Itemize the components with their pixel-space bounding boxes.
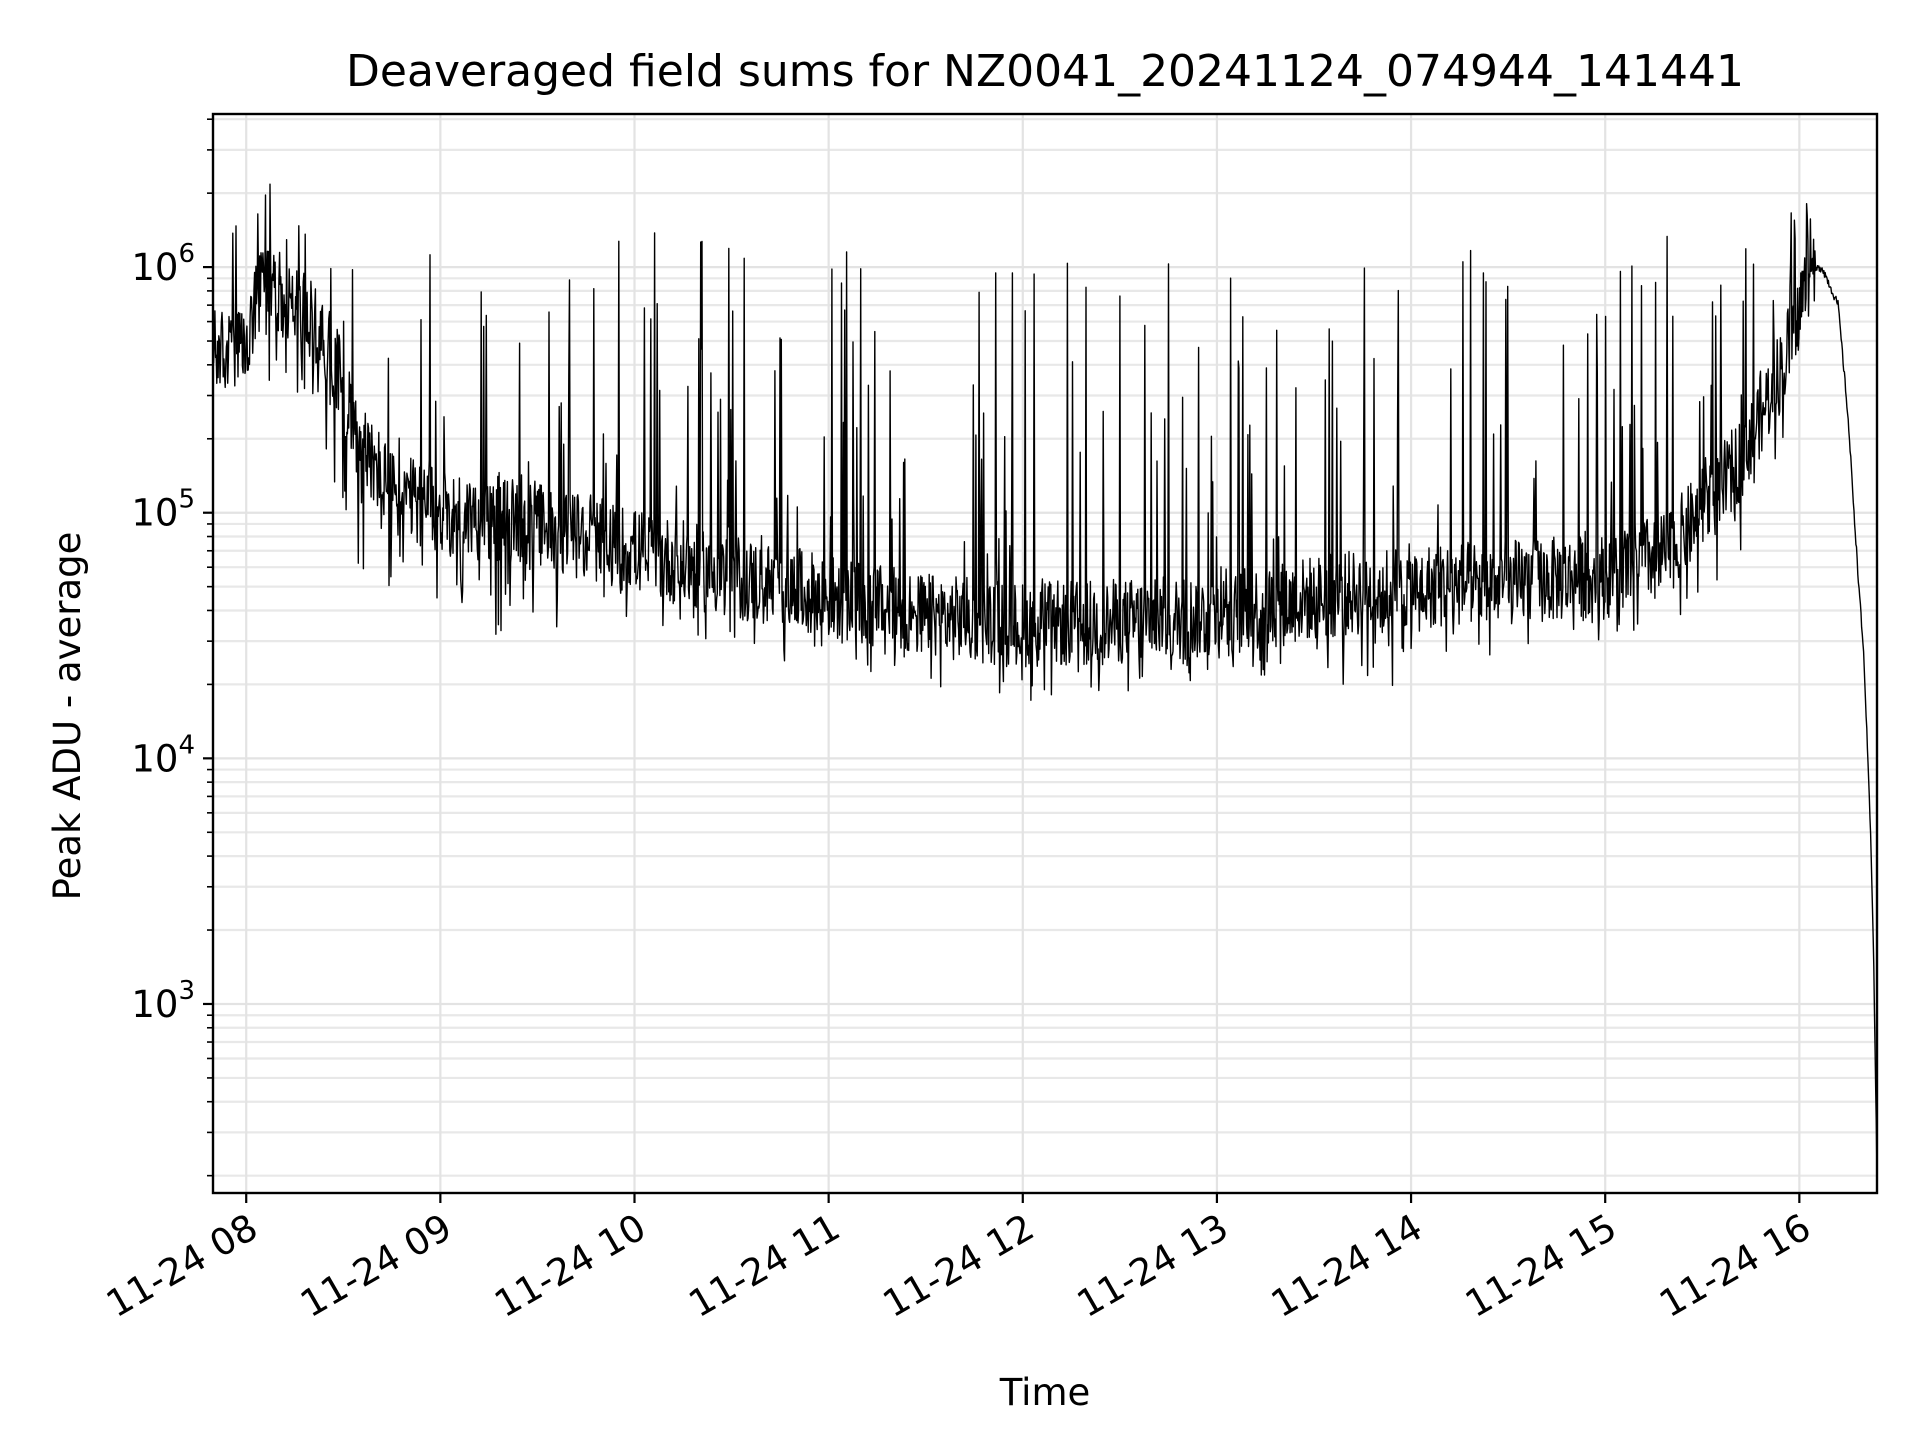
- y-tick-label: 103: [131, 976, 195, 1026]
- y-axis-tick-labels: 103 104 105 106: [131, 239, 195, 1026]
- axis-ticks: [203, 118, 1801, 1203]
- x-axis-label: Time: [999, 1371, 1091, 1414]
- chart-title: Deaveraged field sums for NZ0041_2024112…: [346, 46, 1744, 97]
- plot-frame: [211, 112, 1879, 1195]
- series-line: [212, 183, 1878, 1178]
- y-axis-label: Peak ADU - average: [46, 532, 89, 901]
- y-tick-label: 105: [131, 485, 195, 535]
- y-tick-label: 104: [131, 730, 195, 780]
- y-tick-label: 106: [131, 239, 195, 289]
- series-layer: [212, 183, 1878, 1178]
